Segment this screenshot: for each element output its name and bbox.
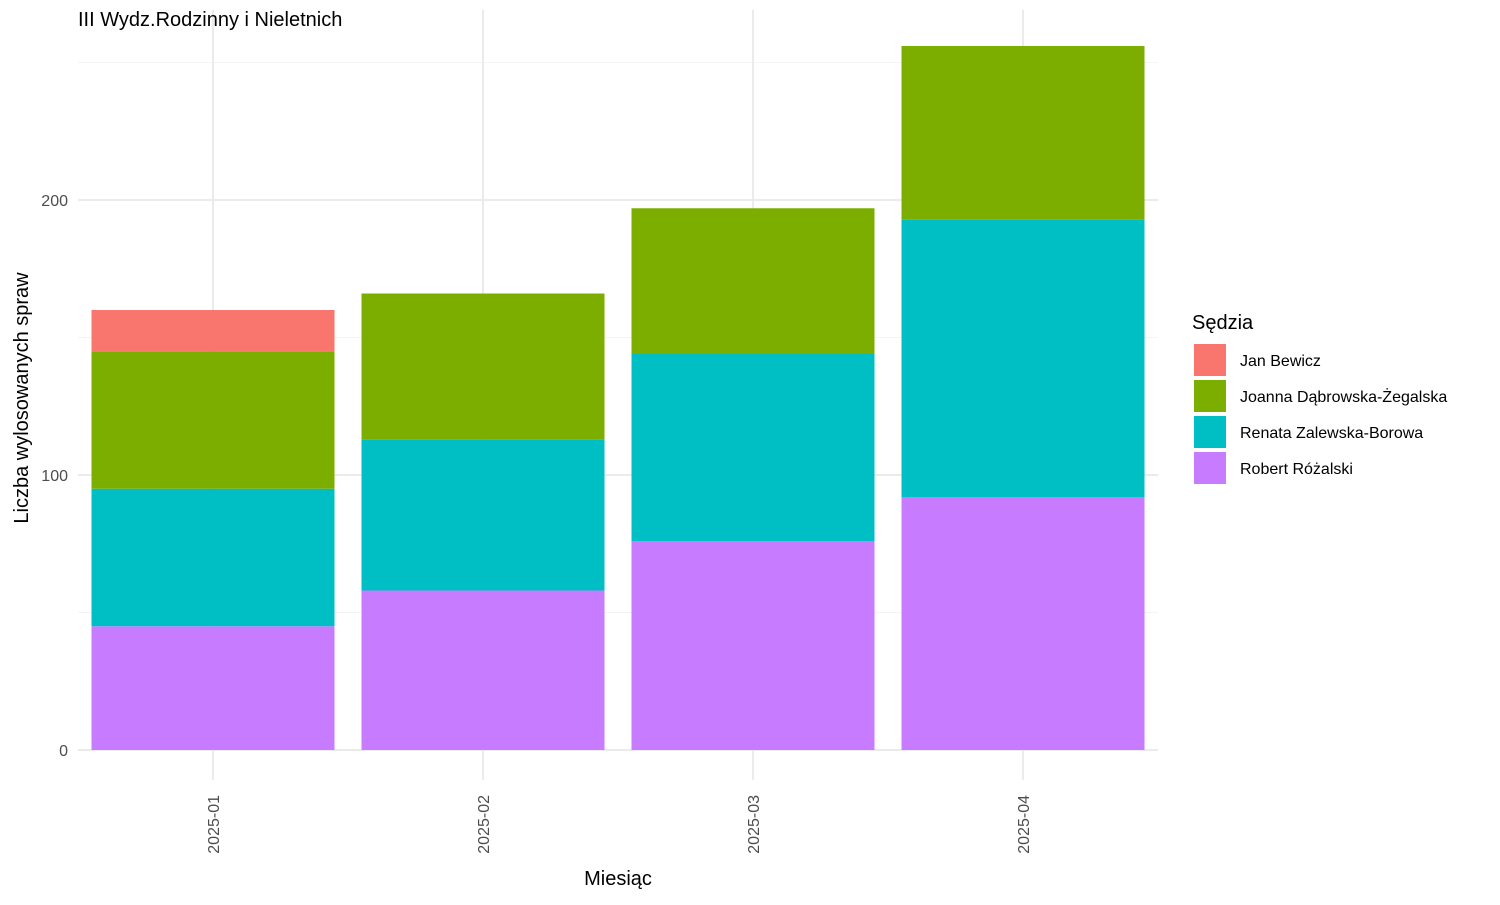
- bar-segment: [901, 46, 1145, 220]
- bar-segment: [91, 310, 335, 352]
- bar-segment: [901, 497, 1145, 750]
- x-tick-label: 2025-03: [746, 795, 763, 854]
- legend-title: Sędzia: [1192, 312, 1254, 334]
- chart-title: III Wydz.Rodzinny i Nieletnich: [78, 9, 342, 31]
- bar-layer: [91, 46, 1145, 750]
- legend-label: Renata Zalewska-Borowa: [1240, 425, 1423, 442]
- bar-segment: [361, 590, 605, 750]
- legend-key: [1194, 416, 1226, 448]
- y-tick-label: 200: [41, 193, 68, 210]
- bar-segment: [91, 488, 335, 627]
- x-axis-title: Miesiąc: [584, 868, 652, 890]
- bar-segment: [361, 439, 605, 591]
- legend-key: [1194, 452, 1226, 484]
- bar-segment: [631, 354, 875, 541]
- legend-key: [1194, 344, 1226, 376]
- bar-segment: [361, 293, 605, 440]
- x-tick-label: 2025-01: [206, 795, 223, 854]
- x-tick-label: 2025-04: [1016, 795, 1033, 854]
- y-tick-label: 100: [41, 468, 68, 485]
- bar-segment: [91, 351, 335, 489]
- legend-items: Jan Bewicz Joanna Dąbrowska-Żegalska Renat…: [1194, 344, 1447, 484]
- axis-layer: 0 100 200 2025-01 2025-02 2025-03 2025-04: [41, 193, 1033, 854]
- legend-label: Robert Różalski: [1240, 461, 1353, 478]
- legend-label: Jan Bewicz: [1240, 353, 1321, 370]
- x-tick-label: 2025-02: [476, 795, 493, 854]
- y-axis-title: Liczba wylosowanych spraw: [11, 272, 33, 524]
- bar-segment: [91, 626, 335, 750]
- legend: Sędzia Jan Bewicz Joanna Dąbrowska-Żegals…: [1192, 312, 1447, 484]
- y-tick-label: 0: [59, 743, 68, 760]
- bar-segment: [631, 541, 875, 750]
- bar-segment: [631, 208, 875, 354]
- legend-key: [1194, 380, 1226, 412]
- legend-label: Joanna Dąbrowska-Żegalska: [1240, 387, 1447, 406]
- bar-segment: [901, 219, 1145, 497]
